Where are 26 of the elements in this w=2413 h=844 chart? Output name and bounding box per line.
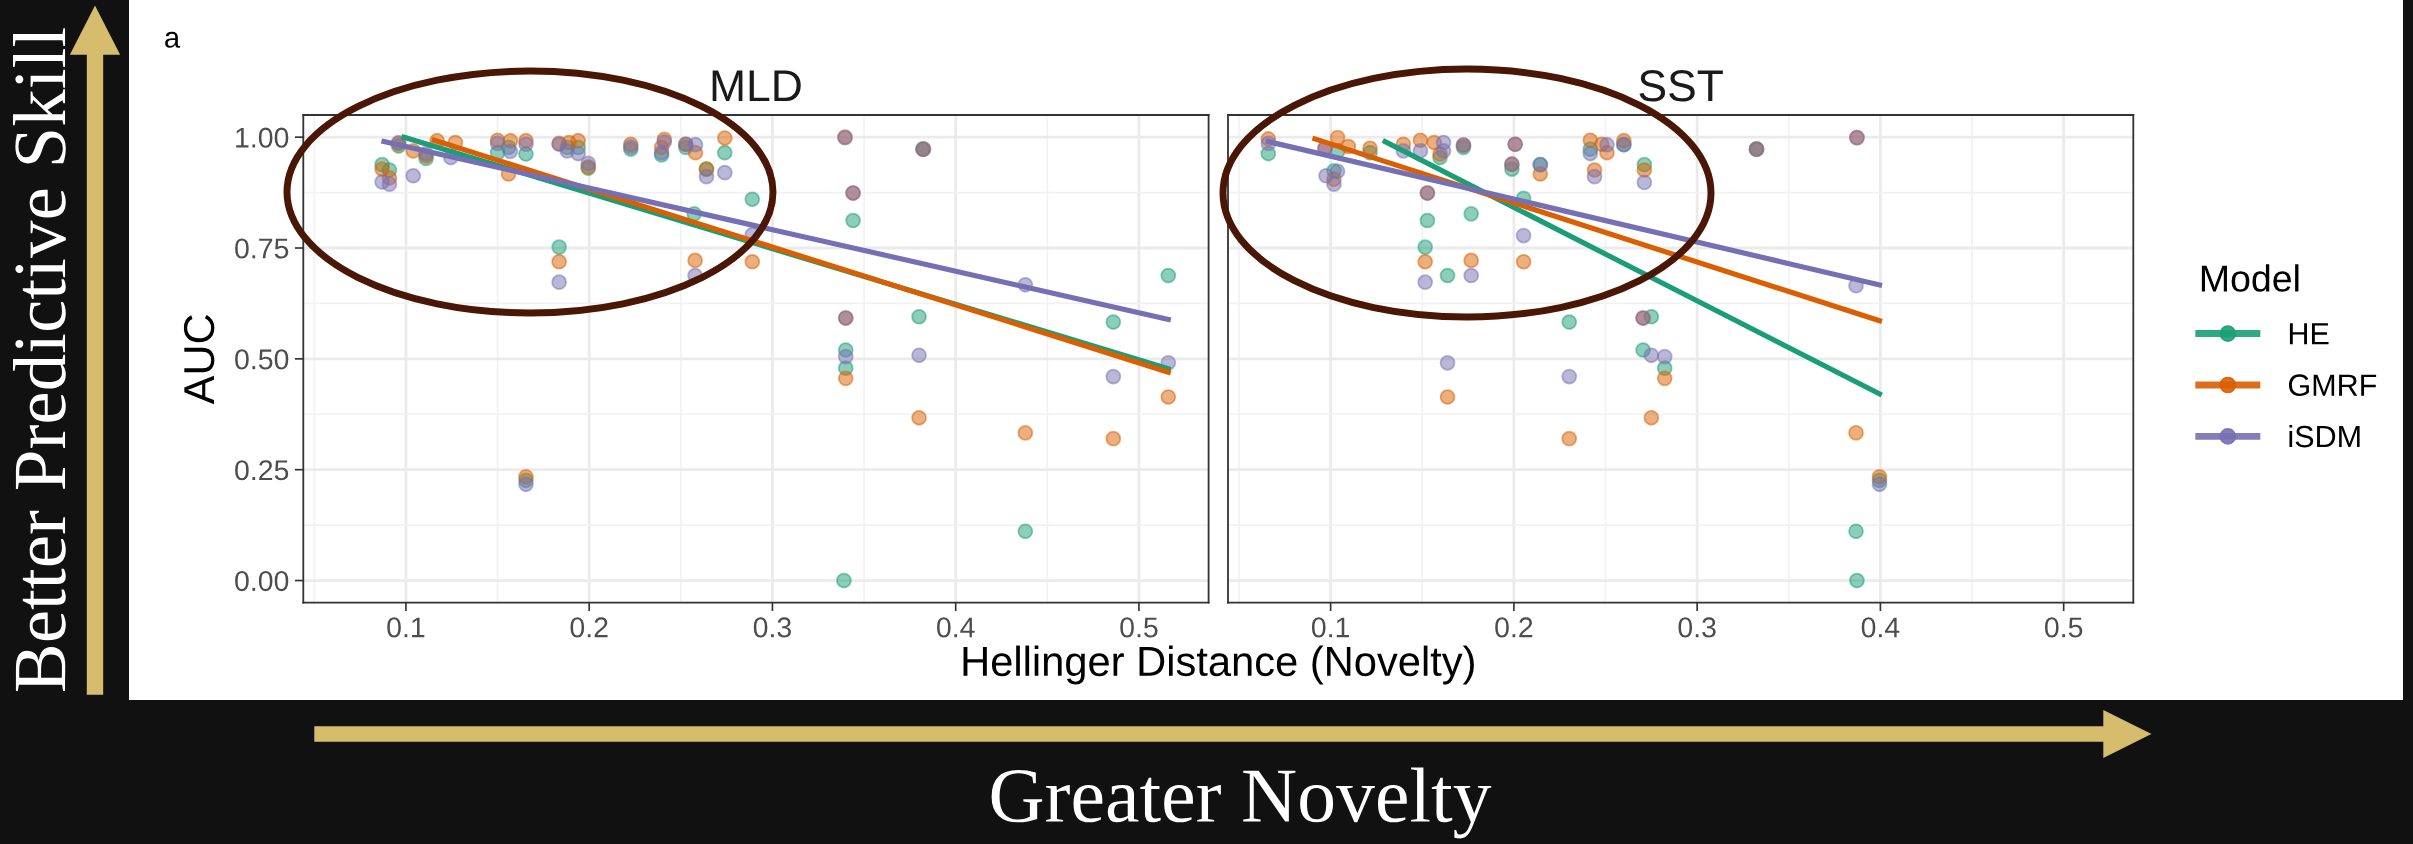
y-tick-label: 0.25 <box>235 460 289 481</box>
y-tick-label: 0.50 <box>235 349 289 370</box>
x-tick-label: 0.3 <box>1678 617 1716 638</box>
x-tick-label: 0.5 <box>2044 617 2083 638</box>
x-tick-label: 0.1 <box>1311 617 1350 638</box>
y-tick-label: 0.00 <box>235 570 289 592</box>
y-axis-title: AUC <box>183 315 215 405</box>
x-tick-label: 0.3 <box>753 617 791 638</box>
chart-title: SST <box>1639 70 1723 102</box>
x-tick-label: 0.1 <box>387 617 425 638</box>
x-tick-label: 0.2 <box>1495 617 1533 638</box>
text: a <box>165 31 181 48</box>
y-tick-label: 1.00 <box>236 127 289 148</box>
legend-label: HE <box>2289 323 2329 345</box>
x-tick-label: 0.5 <box>1120 617 1158 638</box>
legend-label: GMRF <box>2288 374 2377 396</box>
legend-title: Model <box>2201 264 2299 292</box>
chart-title: MLD <box>712 70 801 102</box>
text: Better Predictive Skill <box>12 28 66 692</box>
y-tick-label: 0.75 <box>235 238 289 259</box>
x-axis-title: Hellinger Distance (Novelty) <box>963 645 1474 685</box>
x-tick-label: 0.4 <box>937 617 975 638</box>
x-tick-label: 0.2 <box>570 617 608 638</box>
x-tick-label: 0.4 <box>1861 617 1900 638</box>
legend-label: iSDM <box>2289 424 2360 448</box>
text: Greater Novelty <box>991 767 1492 839</box>
